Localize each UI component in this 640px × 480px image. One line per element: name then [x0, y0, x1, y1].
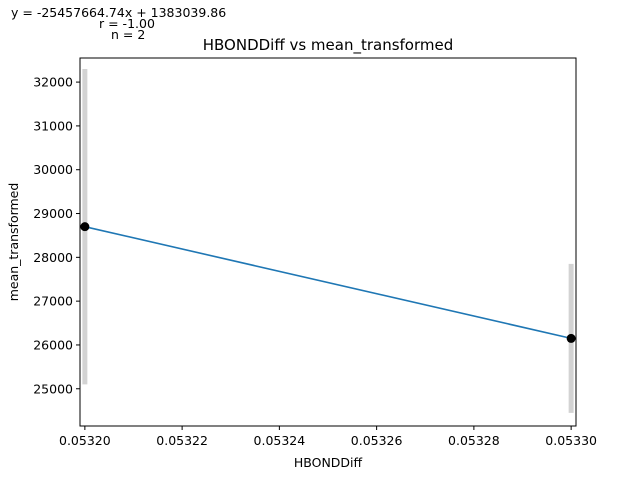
y-tick-label: 26000	[33, 337, 73, 352]
r-annotation: r = -1.00	[99, 16, 155, 31]
y-axis-label: mean_transformed	[6, 183, 21, 302]
plot-frame	[79, 57, 577, 427]
x-tick-label: 0.05326	[351, 433, 403, 448]
x-tick-label: 0.05328	[448, 433, 500, 448]
x-tick-label: 0.05320	[59, 433, 111, 448]
chart-title: HBONDDiff vs mean_transformed	[203, 36, 454, 55]
data-point	[566, 333, 576, 343]
x-tick-label: 0.05322	[156, 433, 208, 448]
n-annotation: n = 2	[111, 27, 145, 42]
y-tick-label: 25000	[33, 381, 73, 396]
y-tick-label: 29000	[33, 206, 73, 221]
x-axis: 0.05320 0.05322 0.05324 0.05326 0.05328 0.053…	[59, 426, 597, 448]
y-tick-label: 31000	[33, 118, 73, 133]
series-line	[84, 225, 572, 340]
y-tick-label: 27000	[33, 294, 73, 309]
y-axis: 25000 26000 27000 28000 29000 30000 31000 32000	[33, 75, 80, 396]
plot-area	[80, 68, 576, 413]
equation-annotation: y = -25457664.74x + 1383039.86	[11, 5, 226, 20]
x-tick-label: 0.05330	[545, 433, 597, 448]
x-tick-label: 0.05324	[254, 433, 306, 448]
x-axis-label: HBONDDiff	[294, 455, 363, 470]
y-tick-label: 32000	[33, 75, 73, 90]
y-tick-label: 30000	[33, 162, 73, 177]
y-tick-label: 28000	[33, 250, 73, 265]
data-point	[80, 222, 90, 232]
